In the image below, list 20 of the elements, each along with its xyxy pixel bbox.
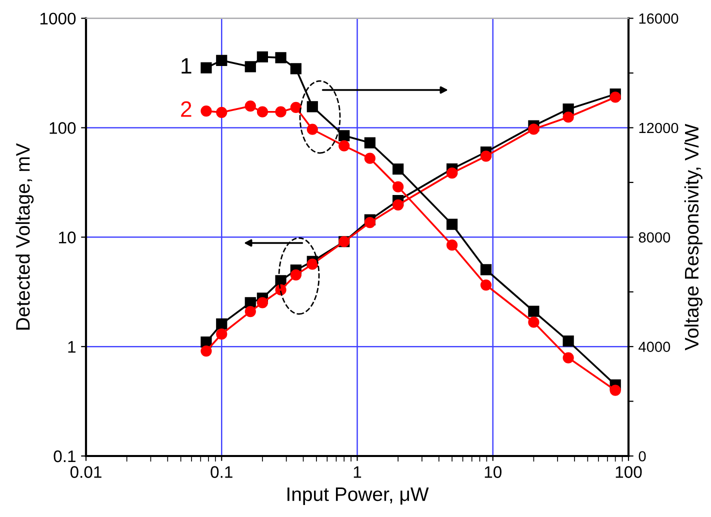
x-tick-label: 0.1 xyxy=(210,466,232,478)
y-tick-label: 1 xyxy=(68,341,76,353)
y2-tick-label: 4000 xyxy=(638,342,670,352)
y2-axis-title: Voltage Responsivity, V/W xyxy=(684,124,702,350)
y2-tick-label: 12000 xyxy=(639,122,678,134)
y2-tick-label: 16000 xyxy=(639,13,678,24)
series-label: 1 xyxy=(182,58,192,74)
y2-tick-label: 0 xyxy=(638,451,646,462)
x-tick-label: 100 xyxy=(616,466,642,478)
series-label: 2 xyxy=(181,101,192,117)
x-tick-label: 10 xyxy=(484,466,502,478)
y-tick-label: 0.1 xyxy=(54,450,76,462)
y-tick-label: 10 xyxy=(59,232,76,244)
y-axis-title: Detected Voltage, mV xyxy=(16,143,34,330)
x-axis-title: Input Power, μW xyxy=(288,488,429,505)
y2-tick-label: 8000 xyxy=(638,232,670,243)
y-tick-label: 100 xyxy=(50,122,76,134)
x-tick-label: 0.01 xyxy=(70,466,102,478)
x-tick-label: 1 xyxy=(354,466,362,478)
y-tick-label: 1000 xyxy=(40,12,76,25)
